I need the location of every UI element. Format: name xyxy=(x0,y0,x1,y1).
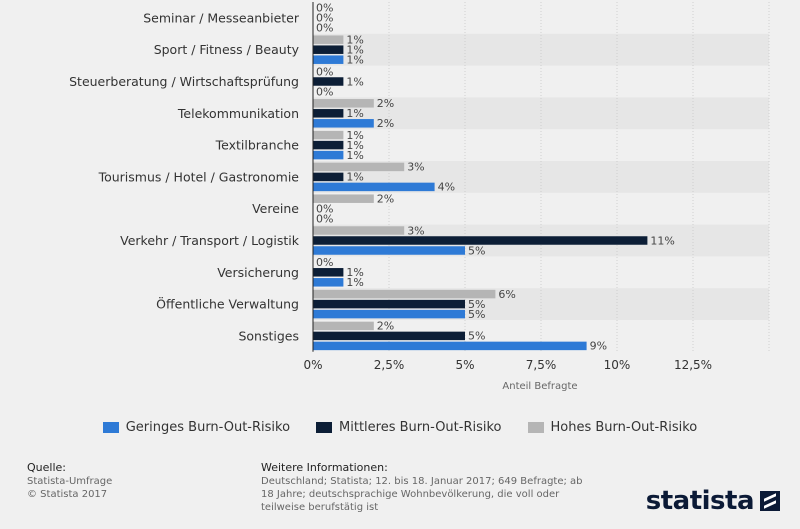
data-label-mittleres: 0% xyxy=(316,202,333,215)
data-label-geringes: 1% xyxy=(346,276,363,289)
x-tick-label: 5% xyxy=(455,358,474,372)
bar-mittleres xyxy=(313,140,344,150)
x-tick-label: 10% xyxy=(604,358,631,372)
data-label-mittleres: 11% xyxy=(650,234,674,247)
row-band xyxy=(313,33,769,66)
info-text: Deutschland; Statista; 12. bis 18. Janua… xyxy=(261,476,583,513)
data-label-hohes: 1% xyxy=(346,33,363,46)
data-label-hohes: 2% xyxy=(377,320,394,333)
legend-label-geringes: Geringes Burn-Out-Risiko xyxy=(125,420,291,435)
data-label-hohes: 6% xyxy=(498,288,515,301)
data-label-hohes: 1% xyxy=(346,129,363,142)
data-label-mittleres: 1% xyxy=(346,139,363,152)
data-label-mittleres: 1% xyxy=(346,43,363,56)
data-label-geringes: 1% xyxy=(346,53,363,66)
bar-mittleres xyxy=(313,268,344,277)
bar-chart: 0%0%0%Seminar / Messeanbieter1%1%1%Sport… xyxy=(69,2,770,392)
legend-item-hohes[interactable]: Hohes Burn-Out-Risiko xyxy=(527,420,698,435)
bar-hohes xyxy=(313,226,405,235)
data-label-hohes: 0% xyxy=(316,65,333,78)
data-label-mittleres: 1% xyxy=(346,266,363,279)
bar-geringes xyxy=(313,246,465,255)
x-tick-label: 2,5% xyxy=(374,358,405,372)
x-tick-label: 0% xyxy=(303,358,322,372)
bar-mittleres xyxy=(313,45,344,54)
data-label-geringes: 5% xyxy=(468,244,485,257)
legend-swatch-hohes xyxy=(527,422,544,433)
bar-geringes xyxy=(313,278,344,287)
bar-mittleres xyxy=(313,77,344,86)
category-label: Tourismus / Hotel / Gastronomie xyxy=(98,169,300,184)
data-label-geringes: 9% xyxy=(590,340,607,353)
category-label: Seminar / Messeanbieter xyxy=(143,10,300,25)
category-label: Steuerberatung / Wirtschaftsprüfung xyxy=(69,74,299,89)
legend-label-hohes: Hohes Burn-Out-Risiko xyxy=(550,420,698,435)
legend-swatch-mittleres xyxy=(316,422,333,433)
data-label-mittleres: 1% xyxy=(346,107,363,120)
bar-hohes xyxy=(313,289,496,299)
data-label-hohes: 0% xyxy=(316,2,333,15)
data-label-geringes: 1% xyxy=(346,149,363,162)
info-heading: Weitere Informationen: xyxy=(261,461,388,474)
source-line-1[interactable]: Statista-Umfrage xyxy=(27,476,113,487)
bar-mittleres xyxy=(313,172,344,182)
legend-item-geringes[interactable]: Geringes Burn-Out-Risiko xyxy=(102,420,291,435)
legend-item-mittleres[interactable]: Mittleres Burn-Out-Risiko xyxy=(316,420,502,435)
bar-geringes xyxy=(313,182,435,192)
bar-geringes xyxy=(313,341,587,351)
bar-mittleres xyxy=(313,299,465,309)
data-label-geringes: 5% xyxy=(468,308,485,321)
bar-geringes xyxy=(313,309,465,319)
logo-text: statista xyxy=(645,486,755,516)
statista-logo[interactable]: statista xyxy=(646,486,780,516)
data-label-mittleres: 0% xyxy=(316,12,333,25)
bar-hohes xyxy=(313,194,374,203)
bar-hohes xyxy=(313,162,405,172)
data-label-hohes: 3% xyxy=(407,224,424,237)
data-label-geringes: 4% xyxy=(438,181,455,194)
data-label-mittleres: 1% xyxy=(346,171,363,184)
bar-geringes xyxy=(313,150,344,160)
data-label-geringes: 2% xyxy=(377,117,394,130)
bar-geringes xyxy=(313,55,344,64)
bar-mittleres xyxy=(313,331,465,341)
source-line-2: © Statista 2017 xyxy=(27,489,108,500)
category-label: Versicherung xyxy=(217,265,299,280)
data-label-geringes: 0% xyxy=(316,85,333,98)
source-heading: Quelle: xyxy=(27,461,66,474)
bar-hohes xyxy=(313,321,374,331)
category-label: Vereine xyxy=(252,201,299,216)
data-label-hohes: 0% xyxy=(316,256,333,269)
x-axis-title: Anteil Befragte xyxy=(502,381,577,392)
x-tick-label: 12,5% xyxy=(674,358,712,372)
source-block: Quelle: Statista-Umfrage © Statista 2017 xyxy=(27,461,112,501)
data-label-mittleres: 5% xyxy=(468,330,485,343)
bar-mittleres xyxy=(313,236,648,245)
data-label-geringes: 0% xyxy=(316,212,333,225)
data-label-hohes: 3% xyxy=(407,161,424,174)
info-block: Weitere Informationen: Deutschland; Stat… xyxy=(261,461,591,514)
bar-hohes xyxy=(313,35,344,44)
category-label: Telekommunikation xyxy=(177,106,299,121)
data-label-geringes: 0% xyxy=(316,22,333,35)
legend-swatch-geringes xyxy=(102,422,119,433)
category-label: Öffentliche Verwaltung xyxy=(156,296,299,312)
data-label-hohes: 2% xyxy=(377,192,394,205)
category-label: Verkehr / Transport / Logistik xyxy=(120,233,300,248)
data-label-mittleres: 5% xyxy=(468,298,485,311)
category-label: Textilbranche xyxy=(215,138,300,153)
legend: Geringes Burn-Out-Risiko Mittleres Burn-… xyxy=(0,420,800,435)
bar-hohes xyxy=(313,99,374,108)
data-label-hohes: 2% xyxy=(377,97,394,110)
bar-geringes xyxy=(313,119,374,128)
x-tick-label: 7,5% xyxy=(526,358,557,372)
logo-mark-icon xyxy=(760,491,780,511)
data-label-mittleres: 1% xyxy=(346,75,363,88)
category-label: Sonstiges xyxy=(238,328,299,343)
bar-hohes xyxy=(313,130,344,140)
legend-label-mittleres: Mittleres Burn-Out-Risiko xyxy=(339,420,502,435)
bar-mittleres xyxy=(313,109,344,118)
category-label: Sport / Fitness / Beauty xyxy=(154,42,300,57)
